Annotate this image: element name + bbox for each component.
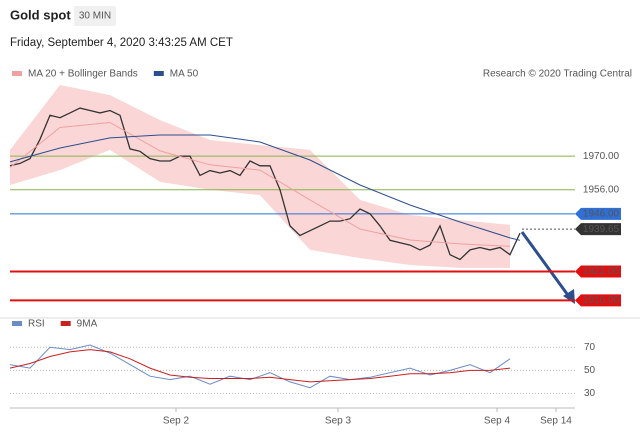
- series-line: [9, 349, 511, 383]
- level-label: 1939.65: [583, 224, 620, 235]
- legend-label: MA 20 + Bollinger Bands: [28, 69, 138, 80]
- legend-swatch: [153, 71, 164, 76]
- legend-swatch: [60, 321, 71, 326]
- legend-label: RSI: [28, 319, 45, 330]
- legend-label: 9MA: [77, 319, 98, 330]
- timeframe-box[interactable]: [74, 6, 116, 26]
- legend-swatch: [12, 71, 22, 76]
- forecast-arrow: [520, 231, 572, 299]
- level-label: 1970.00: [583, 151, 620, 162]
- level-box: [575, 207, 621, 220]
- chart-title: Gold spot: [10, 7, 71, 22]
- x-tick-label: Sep 3: [325, 416, 352, 427]
- subtitle: Friday, September 4, 2020 3:43:25 AM CET: [10, 37, 233, 49]
- level-box: [575, 265, 621, 278]
- series-line: [9, 344, 511, 389]
- series-line: [9, 121, 511, 247]
- x-tick-label: Sep 14: [540, 416, 572, 427]
- series-line: [9, 134, 521, 241]
- credit: Research © 2020 Trading Central: [483, 69, 632, 80]
- legend-label: MA 50: [170, 69, 199, 80]
- legend-swatch: [12, 321, 22, 326]
- y-tick-label: 50: [584, 365, 596, 376]
- level-label: 1946.00: [583, 208, 620, 219]
- y-tick-label: 70: [584, 342, 596, 353]
- series-line: [9, 107, 521, 261]
- level-label: 1956.00: [583, 184, 620, 195]
- bollinger-band: [10, 85, 510, 268]
- level-box: [575, 223, 621, 236]
- level-label: 1910.00: [583, 295, 620, 306]
- timeframe[interactable]: 30 MIN: [79, 11, 111, 22]
- level-label: 1922.00: [583, 266, 620, 277]
- x-tick-label: Sep 4: [484, 416, 511, 427]
- x-tick-label: Sep 2: [163, 416, 190, 427]
- level-box: [575, 294, 621, 307]
- y-tick-label: 30: [584, 388, 596, 399]
